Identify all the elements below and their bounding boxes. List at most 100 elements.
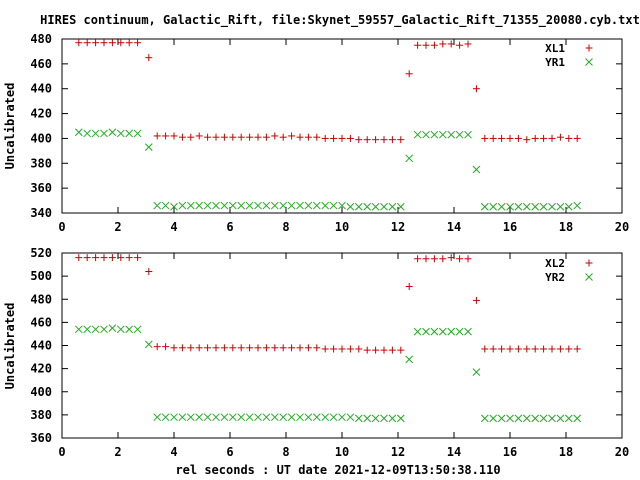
marker-stroke <box>153 201 162 210</box>
x-tick-label: 12 <box>391 445 405 459</box>
marker-stroke <box>506 202 514 211</box>
data-point <box>254 413 262 422</box>
upper-ylabel: Uncalibrated <box>3 83 17 170</box>
legend-marker-xl1 <box>585 44 593 52</box>
data-point <box>186 201 195 210</box>
data-point <box>145 54 153 62</box>
marker-stroke <box>548 202 556 211</box>
data-point <box>287 413 296 422</box>
data-point <box>83 129 92 138</box>
data-point <box>133 325 142 334</box>
data-point <box>380 346 388 354</box>
data-point <box>380 202 388 211</box>
data-point <box>212 344 220 352</box>
data-point <box>75 254 83 262</box>
data-point <box>270 413 279 422</box>
data-point <box>117 254 125 262</box>
data-point <box>498 345 506 353</box>
y-tick-label: 420 <box>30 362 52 376</box>
data-point <box>153 201 162 210</box>
marker-stroke <box>304 413 313 422</box>
marker-stroke <box>312 413 321 422</box>
data-point <box>178 201 187 210</box>
marker-stroke <box>585 273 593 281</box>
x-tick-label: 14 <box>447 220 461 234</box>
marker-stroke <box>125 325 134 334</box>
data-point <box>100 129 108 138</box>
marker-stroke <box>195 201 204 210</box>
data-point <box>153 413 162 422</box>
data-point <box>346 345 354 353</box>
data-point <box>304 201 313 210</box>
data-point <box>296 133 304 141</box>
x-tick-label: 14 <box>447 445 461 459</box>
data-point <box>346 413 355 422</box>
marker-stroke <box>228 413 237 422</box>
data-point <box>422 255 430 263</box>
data-point <box>279 413 288 422</box>
marker-stroke <box>497 414 506 423</box>
data-point <box>304 413 313 422</box>
data-point <box>271 132 279 140</box>
data-point <box>497 202 506 211</box>
data-point <box>346 202 355 211</box>
marker-stroke <box>100 325 108 334</box>
data-point <box>439 255 447 263</box>
x-tick-label: 10 <box>335 445 349 459</box>
marker-stroke <box>380 414 388 423</box>
data-point <box>144 143 153 151</box>
marker-stroke <box>116 129 125 138</box>
x-tick-label: 2 <box>114 445 121 459</box>
data-point <box>565 134 573 142</box>
data-point <box>271 344 279 352</box>
x-axis-label: rel seconds : UT date 2021-12-09T13:50:3… <box>175 463 500 477</box>
data-point <box>170 132 178 140</box>
data-point <box>296 201 304 210</box>
marker-stroke <box>455 327 464 336</box>
data-point <box>514 134 522 142</box>
marker-stroke <box>178 201 187 210</box>
data-point <box>413 130 422 139</box>
marker-stroke <box>312 201 321 210</box>
marker-stroke <box>329 413 338 422</box>
data-point <box>100 39 108 47</box>
data-point <box>116 129 125 138</box>
data-point <box>506 202 514 211</box>
marker-stroke <box>237 413 246 422</box>
marker-stroke <box>480 202 489 211</box>
data-point <box>125 39 133 47</box>
marker-stroke <box>212 413 220 422</box>
y-tick-label: 480 <box>30 32 52 46</box>
data-point <box>363 346 371 354</box>
data-point <box>548 202 556 211</box>
y-tick-label: 500 <box>30 269 52 283</box>
data-point <box>480 414 489 423</box>
y-tick-label: 400 <box>30 385 52 399</box>
data-point <box>346 134 354 142</box>
y-tick-label: 420 <box>30 107 52 121</box>
data-point <box>531 134 539 142</box>
marker-stroke <box>161 201 170 210</box>
data-point <box>405 154 414 163</box>
data-point <box>372 346 380 354</box>
data-point <box>108 39 116 47</box>
data-point <box>329 201 338 210</box>
data-point <box>288 132 296 140</box>
data-point <box>220 413 229 422</box>
data-point <box>108 128 117 137</box>
data-point <box>246 344 254 352</box>
marker-stroke <box>522 202 531 211</box>
y-tick-label: 340 <box>30 206 52 220</box>
x-tick-label: 4 <box>170 220 177 234</box>
marker-stroke <box>144 340 153 349</box>
data-point <box>220 133 228 141</box>
data-point <box>380 414 388 423</box>
data-point <box>430 255 438 263</box>
data-point <box>237 413 246 422</box>
data-point <box>371 414 380 423</box>
data-point <box>74 325 83 334</box>
marker-stroke <box>245 413 254 422</box>
data-point <box>330 345 338 353</box>
data-point <box>464 130 472 139</box>
data-point <box>397 346 405 354</box>
